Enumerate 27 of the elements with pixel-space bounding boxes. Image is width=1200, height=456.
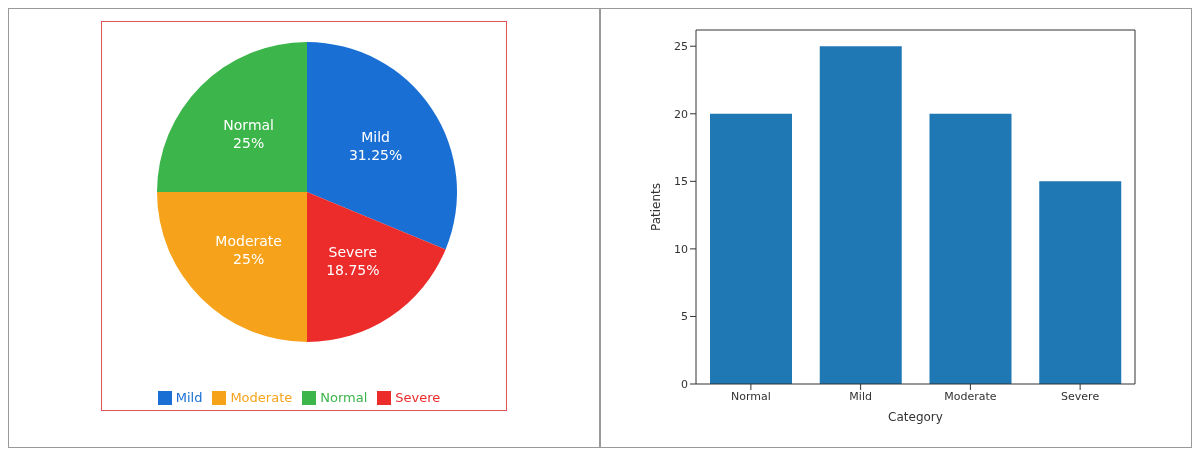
slice-label: Normal bbox=[223, 116, 274, 133]
data-label: 31.25% bbox=[348, 147, 403, 164]
bar bbox=[819, 46, 902, 384]
data-label: 25% bbox=[233, 251, 265, 268]
x-axis-title: Category bbox=[888, 410, 943, 424]
data-label: 25% bbox=[233, 134, 265, 151]
bar bbox=[929, 113, 1012, 384]
y-tick-label: 25 bbox=[674, 40, 688, 54]
y-tick-label: 5 bbox=[681, 310, 688, 324]
y-tick-label: 10 bbox=[674, 242, 688, 256]
slice-label: Mild bbox=[361, 129, 390, 146]
x-tick-label: Normal bbox=[730, 389, 771, 403]
y-tick-label: 15 bbox=[674, 175, 688, 189]
y-tick-label: 20 bbox=[674, 107, 688, 121]
x-tick-label: Mild bbox=[849, 389, 872, 403]
slice-label: Moderate bbox=[215, 233, 282, 250]
y-axis-title: Patients bbox=[649, 182, 664, 232]
y-tick-label: 0 bbox=[681, 377, 688, 391]
x-tick-label: Moderate bbox=[944, 389, 997, 403]
x-tick-label: Severe bbox=[1061, 389, 1100, 403]
bar bbox=[710, 113, 792, 384]
pie-slice bbox=[307, 192, 446, 342]
slice-label: Severe bbox=[328, 243, 378, 260]
data-label: 18.75% bbox=[326, 261, 380, 278]
pie-slice bbox=[157, 192, 307, 342]
pie-slice bbox=[157, 42, 307, 192]
bar bbox=[1039, 181, 1122, 384]
